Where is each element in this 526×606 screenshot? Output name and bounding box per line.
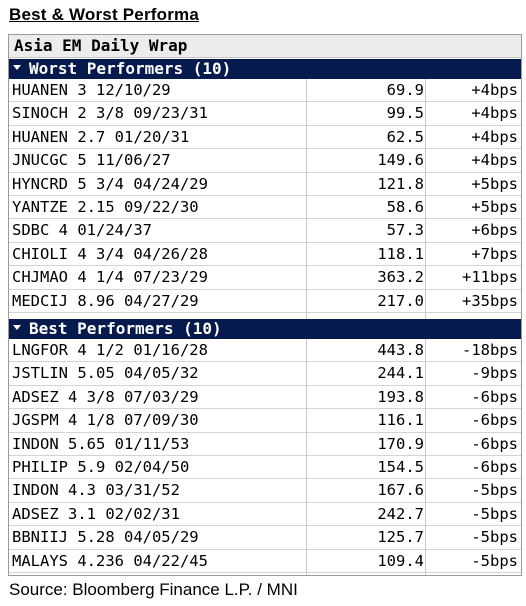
table-row[interactable]: JGSPM 4 1/8 07/09/30 116.1 -6bps <box>9 409 521 433</box>
bond-name-cell: ADSEZ 4 3/8 07/03/29 <box>12 387 199 406</box>
bond-name-cell: ADSEZ 3.1 02/02/31 <box>12 504 180 523</box>
bond-name-cell: MALAYS 4.236 04/22/45 <box>12 551 208 570</box>
change-cell: +4bps <box>471 81 518 99</box>
bond-name-cell: HYNCRD 5 3/4 04/24/29 <box>12 174 208 193</box>
change-cell: +35bps <box>462 291 518 310</box>
table-row[interactable]: HUANEN 3 12/10/29 69.9 +4bps <box>9 79 521 103</box>
change-cell: -6bps <box>471 457 518 476</box>
change-cell: -5bps <box>471 481 518 500</box>
column-divider <box>306 339 307 575</box>
best-performers-title: Best Performers (10) <box>29 319 222 338</box>
price-cell: 58.6 <box>386 197 424 216</box>
price-cell: 244.1 <box>377 364 424 383</box>
price-cell: 443.8 <box>377 341 424 359</box>
collapse-caret-icon[interactable] <box>13 65 21 70</box>
table-row[interactable]: CHIOLI 4 3/4 04/26/28 118.1 +7bps <box>9 243 521 267</box>
change-cell: +4bps <box>471 127 518 146</box>
price-cell: 121.8 <box>377 174 424 193</box>
bond-name-cell: HUANEN 2.7 01/20/31 <box>12 127 190 146</box>
change-cell: -6bps <box>471 434 518 453</box>
price-cell: 125.7 <box>377 528 424 547</box>
worst-performers-title: Worst Performers (10) <box>29 59 232 78</box>
change-cell: -5bps <box>471 551 518 570</box>
bond-name-cell: YANTZE 2.15 09/22/30 <box>12 197 199 216</box>
price-cell: 193.8 <box>377 387 424 406</box>
bond-name-cell: JNUCGC 5 11/06/27 <box>12 151 171 170</box>
price-cell: 99.5 <box>386 104 424 123</box>
change-cell: -18bps <box>462 341 518 359</box>
change-cell: +11bps <box>462 268 518 287</box>
change-cell: -6bps <box>471 387 518 406</box>
column-divider <box>425 339 426 575</box>
table-row[interactable]: MEDCIJ 8.96 04/27/29 217.0 +35bps <box>9 290 521 313</box>
table-row[interactable]: INDON 5.65 01/11/53 170.9 -6bps <box>9 433 521 456</box>
page-heading: Best & Worst Performa <box>9 5 199 24</box>
change-cell: -5bps <box>471 528 518 547</box>
bond-name-cell: JGSPM 4 1/8 07/09/30 <box>12 411 199 430</box>
source-note: Source: Bloomberg Finance L.P. / MNI <box>9 580 298 599</box>
table-row[interactable]: SDBC 4 01/24/37 57.3 +6bps <box>9 219 521 243</box>
wrap-title: Asia EM Daily Wrap <box>9 35 521 58</box>
bond-name-cell: CHJMAO 4 1/4 07/23/29 <box>12 268 208 287</box>
bond-name-cell: SINOCH 2 3/8 09/23/31 <box>12 104 208 123</box>
price-cell: 62.5 <box>386 127 424 146</box>
price-cell: 217.0 <box>377 291 424 310</box>
change-cell: +7bps <box>471 244 518 263</box>
collapse-caret-icon[interactable] <box>13 325 21 330</box>
table-row[interactable]: LNGFOR 4 1/2 01/16/28 443.8 -18bps <box>9 339 521 363</box>
bond-name-cell: PHILIP 5.9 02/04/50 <box>12 457 190 476</box>
price-cell: 69.9 <box>386 81 424 99</box>
bond-name-cell: BBNIIJ 5.28 04/05/29 <box>12 528 199 547</box>
table-row[interactable]: ADSEZ 3.1 02/02/31 242.7 -5bps <box>9 503 521 527</box>
bond-name-cell: INDON 5.65 01/11/53 <box>12 434 190 453</box>
price-cell: 118.1 <box>377 244 424 263</box>
best-performers-rows: LNGFOR 4 1/2 01/16/28 443.8 -18bps JSTLIN 5… <box>9 339 521 573</box>
price-cell: 242.7 <box>377 504 424 523</box>
worst-performers-rows: HUANEN 3 12/10/29 69.9 +4bps SINOCH 2 3/8 0… <box>9 79 521 313</box>
bond-name-cell: CHIOLI 4 3/4 04/26/28 <box>12 244 208 263</box>
table-row[interactable]: INDON 4.3 03/31/52 167.6 -5bps <box>9 479 521 503</box>
table-row[interactable]: SINOCH 2 3/8 09/23/31 99.5 +4bps <box>9 102 521 126</box>
table-row[interactable]: ADSEZ 4 3/8 07/03/29 193.8 -6bps <box>9 386 521 410</box>
change-cell: +5bps <box>471 197 518 216</box>
bond-name-cell: JSTLIN 5.05 04/05/32 <box>12 364 199 383</box>
column-divider <box>306 79 307 319</box>
bond-name-cell: SDBC 4 01/24/37 <box>12 221 152 240</box>
change-cell: -5bps <box>471 504 518 523</box>
table-row[interactable]: PHILIP 5.9 02/04/50 154.5 -6bps <box>9 456 521 480</box>
price-cell: 167.6 <box>377 481 424 500</box>
table-row[interactable]: JNUCGC 5 11/06/27 149.6 +4bps <box>9 149 521 173</box>
table-row[interactable]: YANTZE 2.15 09/22/30 58.6 +5bps <box>9 196 521 220</box>
table-row[interactable]: HYNCRD 5 3/4 04/24/29 121.8 +5bps <box>9 173 521 196</box>
bond-name-cell: LNGFOR 4 1/2 01/16/28 <box>12 341 208 359</box>
column-divider <box>425 79 426 319</box>
price-cell: 109.4 <box>377 551 424 570</box>
table-row[interactable]: JSTLIN 5.05 04/05/32 244.1 -9bps <box>9 362 521 386</box>
change-cell: +4bps <box>471 104 518 123</box>
table-row[interactable]: HUANEN 2.7 01/20/31 62.5 +4bps <box>9 126 521 150</box>
table-row[interactable]: BBNIIJ 5.28 04/05/29 125.7 -5bps <box>9 526 521 550</box>
table-row[interactable]: CHJMAO 4 1/4 07/23/29 363.2 +11bps <box>9 266 521 290</box>
bond-name-cell: INDON 4.3 03/31/52 <box>12 481 180 500</box>
price-cell: 149.6 <box>377 151 424 170</box>
change-cell: +4bps <box>471 151 518 170</box>
table-row[interactable]: MALAYS 4.236 04/22/45 109.4 -5bps <box>9 550 521 573</box>
price-cell: 116.1 <box>377 411 424 430</box>
change-cell: -9bps <box>471 364 518 383</box>
bond-name-cell: MEDCIJ 8.96 04/27/29 <box>12 291 199 310</box>
change-cell: +6bps <box>471 221 518 240</box>
change-cell: -6bps <box>471 411 518 430</box>
change-cell: +5bps <box>471 174 518 193</box>
price-cell: 170.9 <box>377 434 424 453</box>
price-cell: 57.3 <box>386 221 424 240</box>
worst-performers-header[interactable]: Worst Performers (10) <box>9 59 521 79</box>
bond-name-cell: HUANEN 3 12/10/29 <box>12 81 171 99</box>
price-cell: 154.5 <box>377 457 424 476</box>
price-cell: 363.2 <box>377 268 424 287</box>
best-performers-header[interactable]: Best Performers (10) <box>9 319 521 339</box>
performers-table: Asia EM Daily Wrap Worst Performers (10)… <box>8 34 522 576</box>
